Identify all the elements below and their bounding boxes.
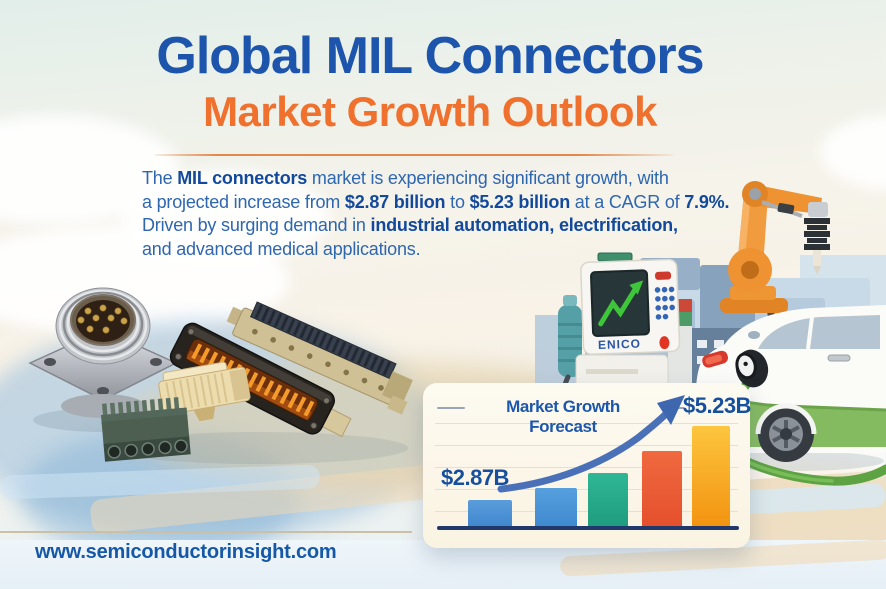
growth-arrow-icon [497, 395, 685, 493]
connector-teeth [101, 397, 180, 417]
intro-text: at a CAGR of [570, 191, 685, 212]
chart-gridline [435, 423, 738, 424]
intro-text: and advanced medical applications. [142, 238, 421, 259]
page-subtitle: Market Growth Outlook [203, 88, 657, 135]
intro-bold-text: MIL connectors [177, 168, 308, 188]
terminal-holes [107, 439, 188, 459]
mount-holes [252, 328, 384, 391]
intro-line: a projected increase from $2.87 billion … [142, 191, 742, 215]
canister-ribs [558, 323, 582, 362]
car-window [758, 315, 880, 349]
screen-growth-line [598, 286, 639, 327]
monitor-head: ENICO [580, 258, 681, 355]
monitor-red-knob [659, 336, 670, 350]
circular-metal-connector [28, 287, 178, 418]
intro-bold-text: 7.9%. [684, 191, 730, 212]
chart-bar [692, 426, 730, 528]
intro-line: Driven by surging demand in industrial a… [142, 214, 742, 238]
chart-gridline [435, 445, 738, 446]
robot-base [720, 298, 788, 313]
robot-piston-sleeve [777, 202, 795, 214]
intro-paragraph: The MIL connectors market is experiencin… [142, 167, 742, 261]
car-window-pillar [806, 316, 814, 350]
market-growth-chart-card: Market Growth Forecast $2.87B $5.23B [423, 383, 751, 548]
chart-bars-area [423, 383, 750, 548]
website-url: www.semiconductorinsight.com [35, 541, 337, 563]
header: Global MIL Connectors Market Growth Outl… [0, 30, 860, 136]
monitor-screen [590, 269, 650, 338]
chart-bar [535, 488, 577, 528]
car-wheel-arch [755, 403, 817, 435]
robot-shoulder-hub [741, 261, 759, 279]
mil-connectors-photo-cluster [28, 287, 413, 464]
chart-gridline [435, 511, 738, 512]
intro-line: The MIL connectors market is experiencin… [142, 167, 742, 191]
chart-start-value-label: $2.87B [441, 465, 509, 490]
robot-elbow-hub [749, 188, 761, 200]
black-amber-connector [169, 322, 352, 438]
robot-tool-pin [813, 250, 821, 266]
chart-bar [588, 473, 628, 528]
robot-wrist [808, 202, 828, 217]
chart-bar [468, 500, 512, 528]
chart-title: Market Growth Forecast [506, 397, 620, 436]
car-door-handle [827, 354, 851, 362]
connector-screws [174, 328, 330, 430]
chart-end-value-label: $5.23B [683, 393, 751, 418]
robot-tool-connector [804, 218, 830, 250]
chart-bar [642, 451, 682, 528]
intro-text: Driven by surging demand in [142, 215, 371, 235]
screen-arrowhead [629, 280, 644, 295]
robot-tool-pin-tip [813, 266, 821, 275]
device-brand-label: ENICO [598, 337, 641, 352]
green-terminal-connector [100, 397, 191, 462]
chart-baseline [437, 526, 739, 530]
page-title: Global MIL Connectors [156, 27, 704, 85]
intro-text: The [142, 168, 178, 188]
car-headlight [702, 350, 728, 368]
intro-text: market is experiencing significant growt… [307, 168, 669, 188]
car-mirror [748, 331, 760, 339]
charging-plug [735, 349, 769, 388]
cream-connector [158, 361, 251, 422]
car-wheel-hub [780, 428, 792, 440]
title-dash-left [437, 407, 465, 409]
canister-cap [563, 295, 577, 306]
intro-text: to [445, 191, 470, 212]
intro-text: a projected increase from [142, 191, 345, 212]
intro-bold-text: industrial automation, electrification, [370, 215, 678, 235]
intro-bold-text: $2.87 billion [344, 191, 446, 212]
chart-gridline [435, 489, 738, 490]
intro-bold-text: $5.23 billion [469, 191, 571, 212]
monitor-red-button [655, 271, 672, 280]
connector-gold-pins [77, 304, 128, 334]
pin-teeth [254, 304, 392, 376]
cabinet-slot [586, 369, 638, 374]
intro-line: and advanced medical applications. [142, 238, 742, 262]
orange-divider-line [155, 154, 673, 156]
long-tan-connector [226, 301, 413, 415]
footer-divider-line [0, 531, 412, 533]
monitor-keypad [654, 286, 675, 320]
